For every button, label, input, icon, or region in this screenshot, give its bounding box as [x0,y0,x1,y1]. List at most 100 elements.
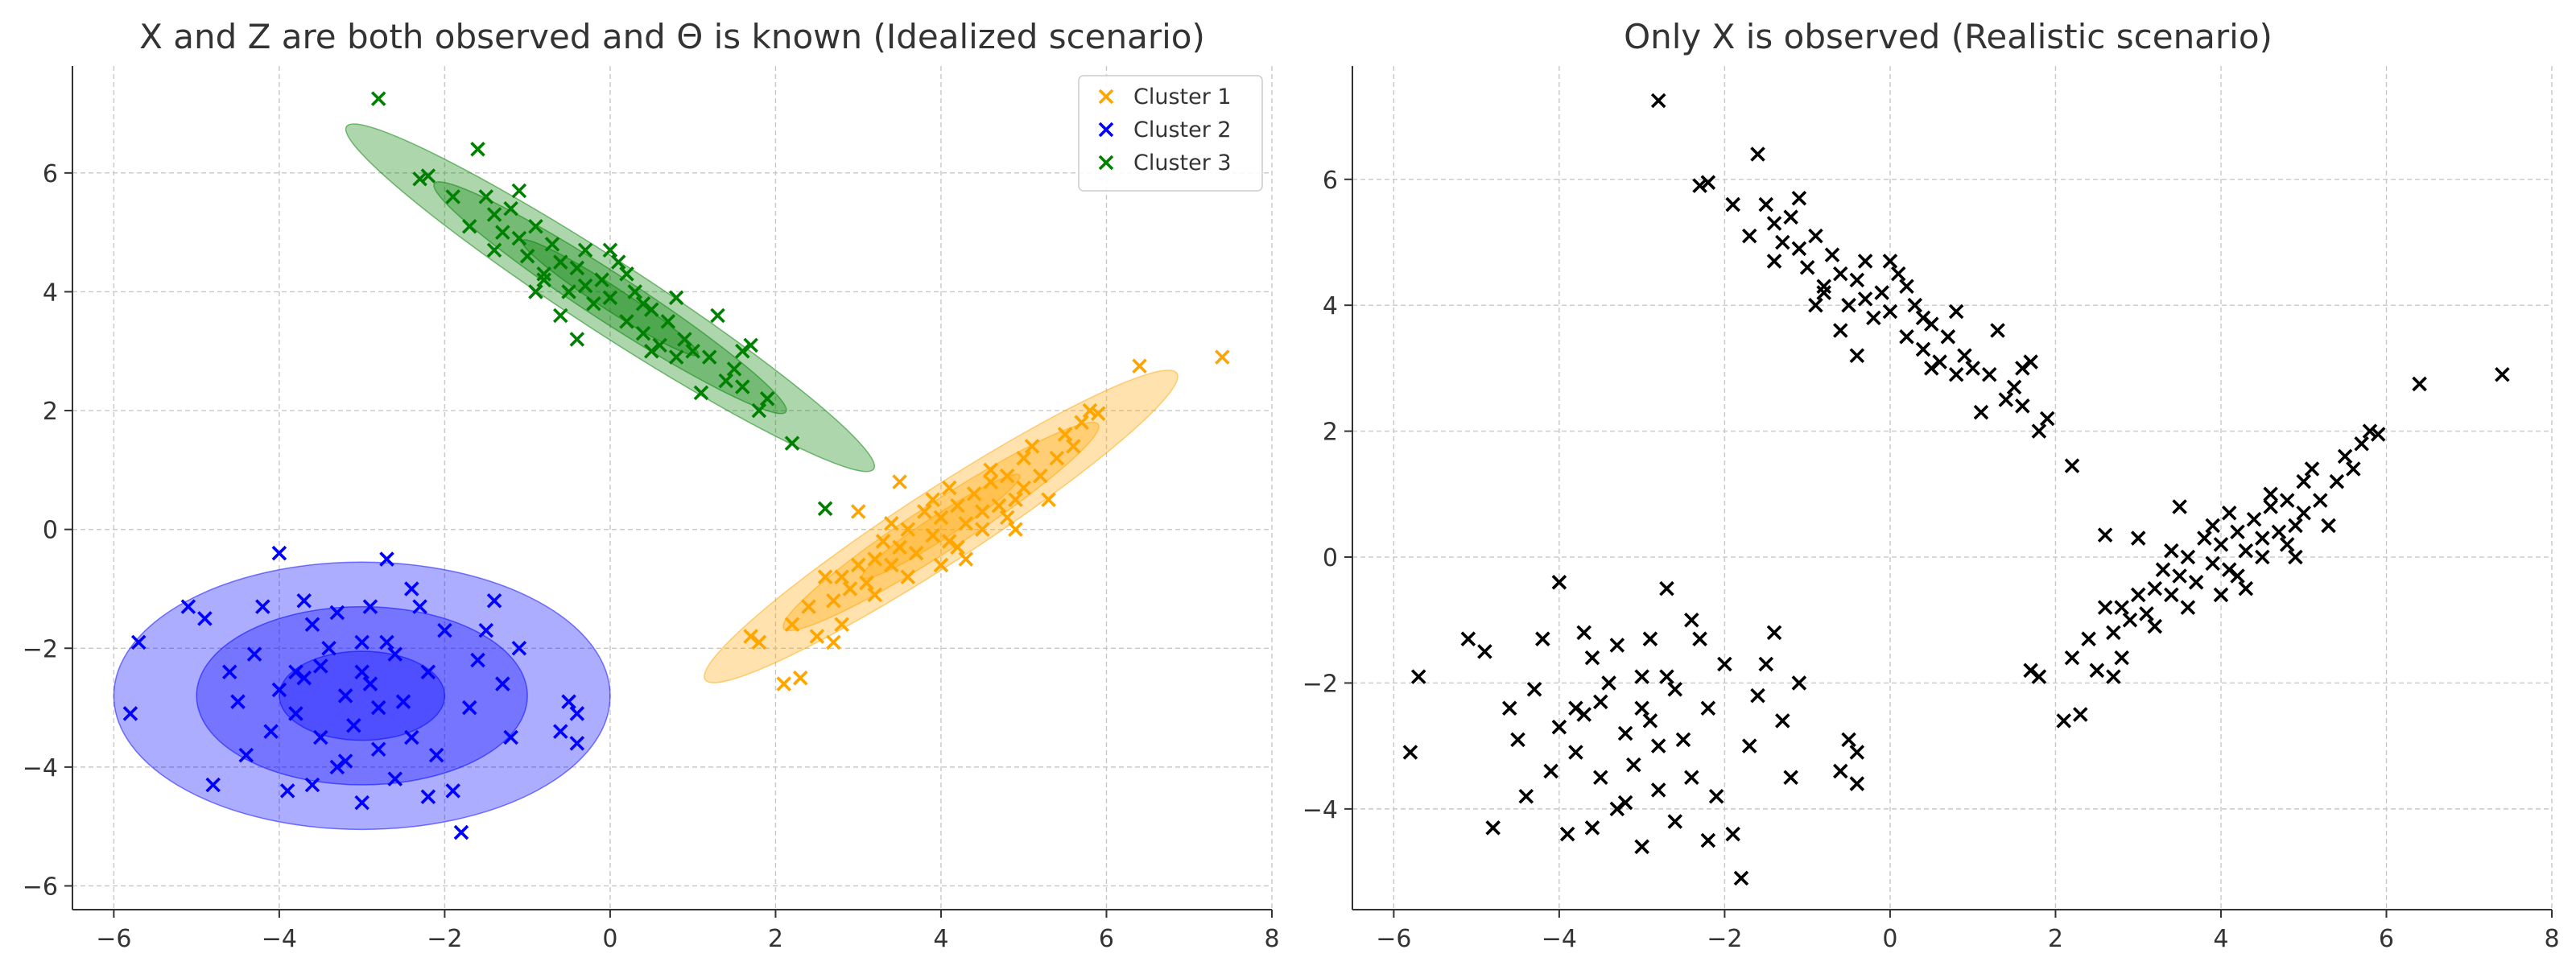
point-observed [1410,669,1426,684]
point-cluster-2 [321,640,336,656]
point-cluster-3 [528,218,543,234]
point-cluster-2 [370,700,386,716]
point-observed [1841,732,1856,748]
point-cluster-2 [569,706,585,721]
point-observed [2172,499,2187,514]
point-cluster-1 [941,480,957,496]
panel-realistic: Only X is observed (Realistic scenario) … [1302,17,2560,953]
point-observed [2370,427,2386,442]
point-observed [2122,612,2138,628]
point-observed [2238,580,2254,597]
point-observed [2205,555,2220,572]
point-cluster-3 [445,189,460,204]
point-observed [1915,310,1931,326]
point-observed [2238,543,2254,559]
y-tick-label: 6 [43,160,58,188]
point-observed [2296,506,2311,521]
point-observed [1725,826,1740,842]
point-cluster-1 [1082,402,1098,419]
y-tick-label: 0 [1323,544,1338,572]
point-observed [2263,499,2278,514]
point-observed [1750,147,1765,162]
point-observed [2031,423,2047,439]
point-cluster-1 [941,534,957,549]
point-observed [1650,93,1666,109]
point-observed [1957,348,1972,364]
y-tick-label: 6 [1323,167,1338,195]
panel-idealized: X and Z are both observed and Θ is known… [23,17,1280,953]
point-observed [2255,530,2270,546]
point-cluster-2 [453,824,469,840]
point-cluster-3 [561,284,576,299]
point-cluster-2 [329,605,345,621]
point-cluster-2 [205,777,221,793]
point-cluster-2 [387,771,403,786]
point-cluster-3 [784,436,800,451]
y-tick-label: 2 [1323,419,1338,447]
point-observed [1849,776,1865,791]
point-cluster-3 [478,189,494,204]
point-cluster-2 [412,599,427,614]
point-observed [2213,587,2229,603]
point-observed [2279,493,2295,508]
point-observed [2288,549,2303,565]
point-observed [1700,700,1716,716]
point-cluster-2 [354,664,369,680]
point-cluster-1 [933,557,949,573]
point-cluster-1 [1215,349,1230,365]
point-observed [1501,700,1517,716]
point-observed [2213,537,2229,552]
point-cluster-2 [379,551,394,567]
x-tick-label: −2 [427,925,462,953]
point-observed [1849,745,1865,760]
y-tick-label: −2 [23,635,58,663]
point-cluster-2 [354,634,369,650]
point-cluster-1 [867,551,883,567]
x-tick-label: 8 [2544,925,2559,953]
point-cluster-1 [1016,450,1031,466]
point-cluster-1 [958,516,974,531]
point-observed [2130,587,2146,603]
point-observed [2015,361,2030,376]
point-observed [2197,530,2212,546]
point-observed [1650,782,1666,798]
point-cluster-1 [1049,450,1065,466]
point-observed [2263,486,2278,502]
legend-label: Cluster 3 [1133,151,1232,175]
legend-label: Cluster 2 [1133,118,1232,142]
x-tick-label: −4 [1542,925,1577,953]
point-cluster-2 [296,592,312,609]
y-tick-label: −2 [1302,670,1338,698]
point-cluster-2 [288,664,303,680]
point-observed [2106,669,2121,684]
point-observed [1584,650,1600,666]
point-observed [1634,839,1649,855]
point-cluster-1 [1008,522,1023,537]
point-observed [2412,376,2427,392]
point-observed [1650,738,1666,753]
point-cluster-2 [313,729,328,745]
point-observed [2023,663,2038,679]
point-cluster-3 [701,349,717,365]
point-observed [2230,524,2245,540]
point-observed [1700,175,1716,190]
point-cluster-2 [180,599,196,614]
point-cluster-1 [950,497,965,514]
point-observed [1634,669,1649,684]
point-observed [1692,631,1707,646]
point-cluster-1 [925,492,940,508]
legend-label: Cluster 1 [1133,85,1232,109]
point-observed [1766,216,1782,231]
point-observed [2337,448,2353,464]
point-observed [1915,341,1931,357]
point-observed [1741,738,1757,753]
point-cluster-1 [975,504,990,519]
point-cluster-2 [511,640,527,656]
point-cluster-1 [751,634,767,650]
point-cluster-1 [900,522,916,537]
point-observed [1601,675,1616,691]
point-cluster-1 [1066,439,1081,454]
point-observed [1783,770,1798,786]
point-observed [2172,568,2187,584]
point-cluster-3 [511,183,527,199]
